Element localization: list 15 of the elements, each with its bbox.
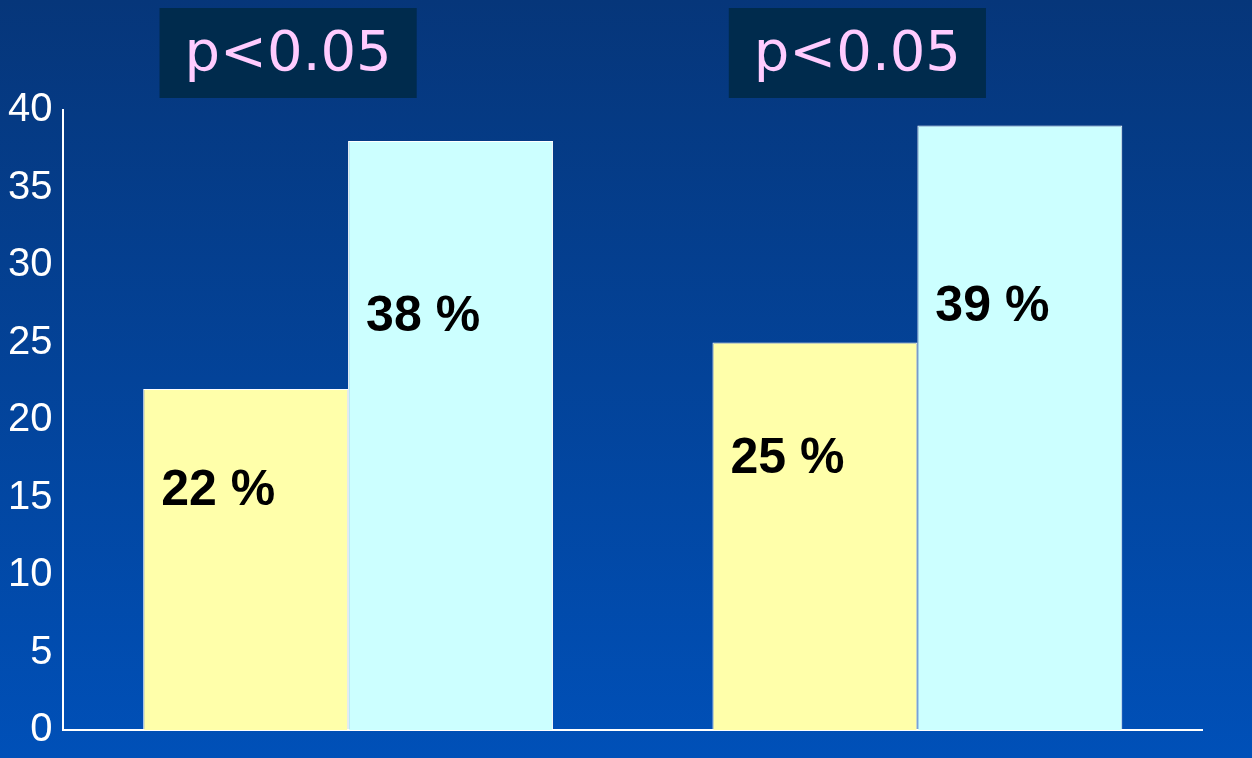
- y-tick-label: 20: [7, 395, 53, 440]
- data-label: 39 %: [935, 275, 1050, 332]
- text: p<0.05: [184, 17, 392, 83]
- y-tick-label: 0: [30, 705, 53, 750]
- y-tick-label: 15: [7, 472, 53, 517]
- data-label: 25 %: [730, 427, 845, 484]
- y-tick-label: 10: [7, 550, 53, 595]
- y-tick-label: 30: [7, 240, 53, 285]
- text: p<0.05: [753, 17, 961, 83]
- y-tick-label: 5: [30, 627, 53, 672]
- y-tick-label: 35: [7, 162, 53, 207]
- data-label: 38 %: [366, 286, 481, 343]
- y-tick-label: 40: [7, 85, 53, 130]
- data-label: 22 %: [161, 460, 276, 517]
- y-tick-label: 25: [7, 317, 53, 362]
